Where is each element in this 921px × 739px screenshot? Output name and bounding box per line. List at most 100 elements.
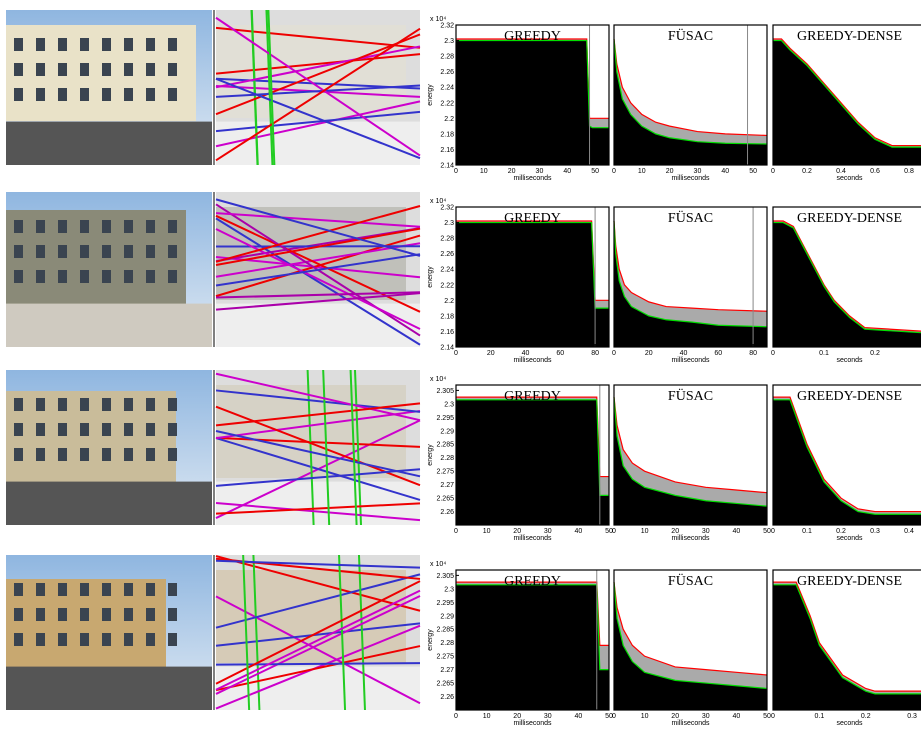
area (456, 585, 609, 710)
x-axis-label: milliseconds (671, 535, 710, 542)
photo-window (102, 448, 111, 461)
chart-title: FÜSAC (668, 209, 713, 226)
photo-window (14, 88, 23, 101)
x-tick-label: 0 (612, 528, 616, 535)
photo-window (80, 398, 89, 411)
photo-window (36, 423, 45, 436)
photo-window (168, 423, 177, 436)
y-tick-label: 2.27 (440, 667, 454, 674)
photo-building (6, 210, 186, 306)
photo-window (124, 423, 133, 436)
x-tick-label: 40 (721, 168, 729, 175)
y-tick-label: 2.24 (440, 85, 454, 92)
x-axis-label: seconds (836, 720, 863, 727)
photo-ground (6, 482, 212, 525)
photo-window (14, 398, 23, 411)
x-tick-label: 80 (749, 350, 757, 357)
y-tick-label: 2.295 (436, 415, 454, 422)
x-tick-label: 10 (483, 713, 491, 720)
photo-window (124, 220, 133, 233)
y-tick-label: 2.3 (444, 38, 454, 45)
x-tick-label: 40 (733, 528, 741, 535)
photo-window (80, 423, 89, 436)
y-tick-label: 2.22 (440, 100, 454, 107)
photo-window (14, 220, 23, 233)
x-tick-label: 10 (483, 528, 491, 535)
y-tick-label: 2.28 (440, 54, 454, 61)
y-tick-label: 2.275 (436, 654, 454, 661)
photo-window (146, 270, 155, 283)
photo-window (36, 88, 45, 101)
y-tick-label: 2.16 (440, 147, 454, 154)
x-tick-label: 20 (513, 713, 521, 720)
photo-window (58, 633, 67, 646)
photo-window (102, 583, 111, 596)
photo-ground (6, 122, 212, 165)
chart-title: GREEDY (504, 211, 561, 226)
photo-window (58, 88, 67, 101)
photo-window (36, 608, 45, 621)
y-exponent: x 10⁴ (430, 198, 446, 205)
x-tick-label: 0.3 (907, 713, 917, 720)
y-tick-label: 2.3 (444, 220, 454, 227)
photo-window (80, 270, 89, 283)
photo-window (168, 88, 177, 101)
y-tick-label: 2.305 (436, 388, 454, 395)
photo-window (124, 245, 133, 258)
photo-window (102, 38, 111, 51)
y-axis-label: energy (427, 84, 434, 106)
photo-window (14, 63, 23, 76)
y-tick-label: 2.3 (444, 586, 454, 593)
chart-title: FÜSAC (668, 387, 713, 404)
y-tick-label: 2.24 (440, 267, 454, 274)
photo-window (80, 38, 89, 51)
x-tick-label: 20 (666, 168, 674, 175)
photo-window (36, 633, 45, 646)
x-tick-label: 0.6 (870, 168, 880, 175)
chart-title: FÜSAC (668, 572, 713, 589)
photo-window (168, 270, 177, 283)
x-tick-label: 30 (536, 168, 544, 175)
photo-window (58, 423, 67, 436)
x-tick-label: 80 (591, 350, 599, 357)
photo-window (102, 270, 111, 283)
y-tick-label: 2.26 (440, 694, 454, 701)
x-tick-label: 10 (641, 528, 649, 535)
y-tick-label: 2.22 (440, 282, 454, 289)
y-tick-label: 2.2 (444, 298, 454, 305)
photo-window (168, 220, 177, 233)
y-tick-label: 2.26 (440, 69, 454, 76)
photo-building (6, 25, 196, 121)
photo-window (80, 448, 89, 461)
photo-window (102, 608, 111, 621)
chart-title: GREEDY-DENSE (797, 389, 902, 404)
x-tick-label: 40 (575, 528, 583, 535)
photo-window (124, 608, 133, 621)
photo-window (14, 448, 23, 461)
photo-window (58, 608, 67, 621)
y-tick-label: 2.28 (440, 236, 454, 243)
x-tick-label: 40 (563, 168, 571, 175)
photo-window (168, 448, 177, 461)
photo-window (14, 583, 23, 596)
chart-title: GREEDY (504, 389, 561, 404)
x-tick-label: 0.2 (870, 350, 880, 357)
x-axis-label: seconds (836, 175, 863, 182)
x-tick-label: 10 (641, 713, 649, 720)
photo-window (146, 608, 155, 621)
x-tick-label: 0 (454, 713, 458, 720)
chart-title: GREEDY-DENSE (797, 211, 902, 226)
photo-window (124, 38, 133, 51)
x-tick-label: 50 (763, 713, 771, 720)
photo-window (146, 245, 155, 258)
x-tick-label: 40 (733, 713, 741, 720)
y-tick-label: 2.14 (440, 163, 454, 170)
x-tick-label: 0.2 (802, 168, 812, 175)
x-tick-label: 0 (454, 168, 458, 175)
x-tick-label: 0 (612, 168, 616, 175)
y-axis-label: energy (427, 266, 434, 288)
photo-window (80, 245, 89, 258)
photo-window (102, 63, 111, 76)
x-axis-label: milliseconds (513, 720, 552, 727)
x-tick-label: 0 (771, 168, 775, 175)
